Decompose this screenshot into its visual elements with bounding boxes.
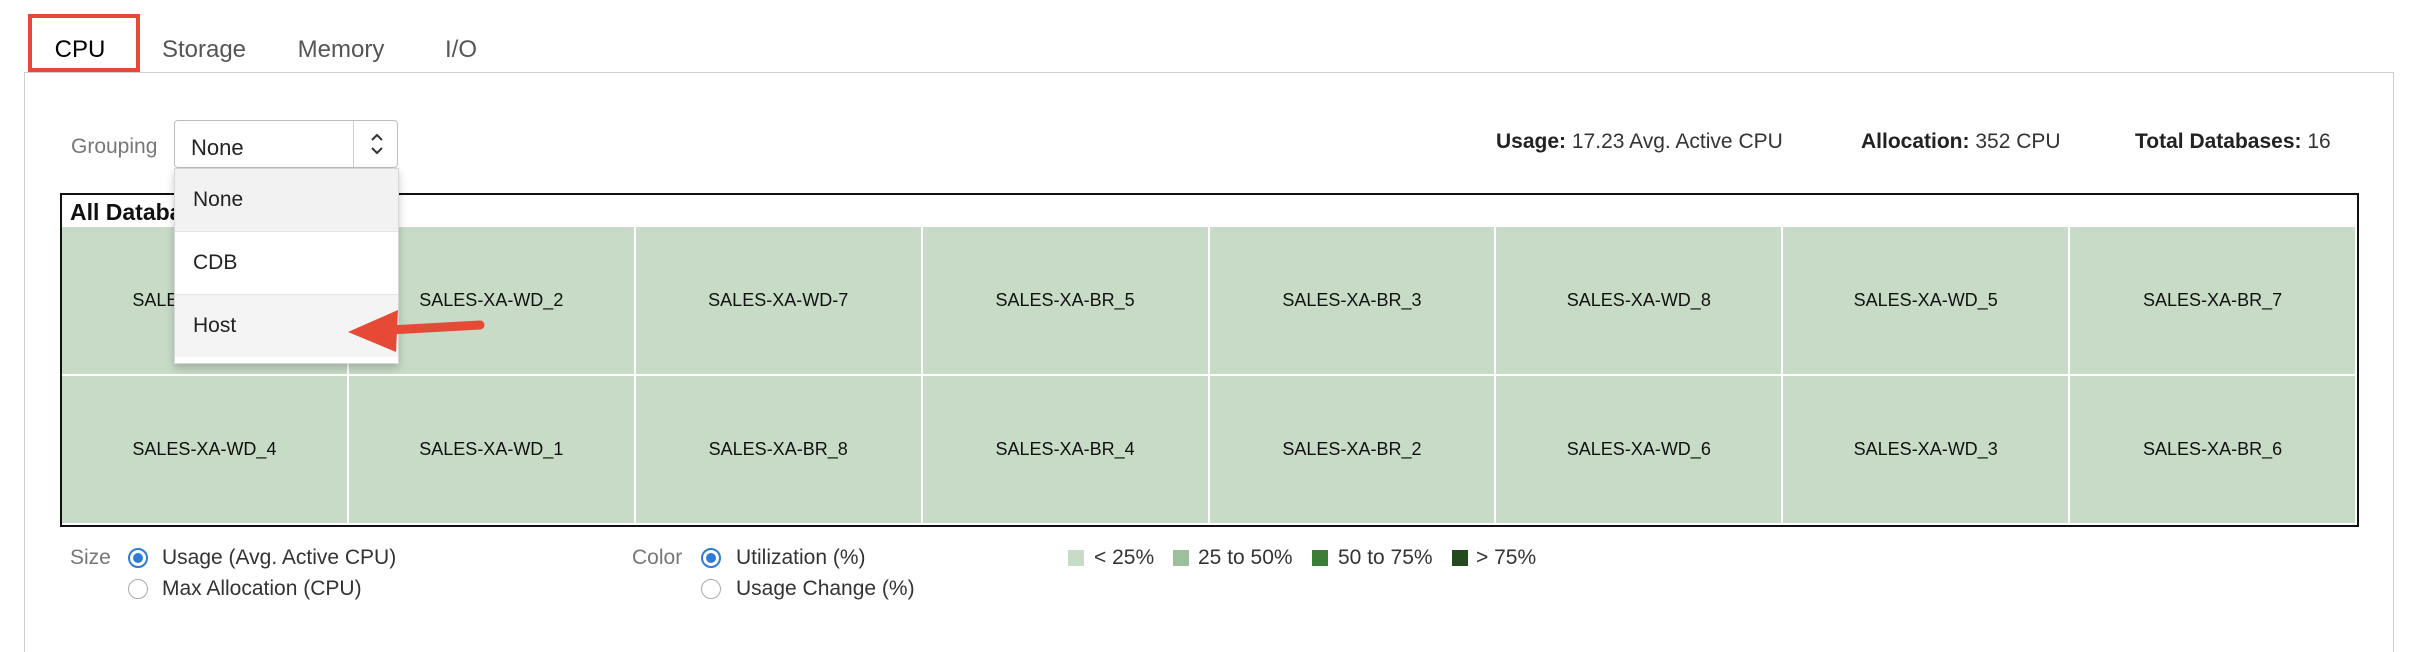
- grouping-label: Grouping: [71, 135, 158, 158]
- tab-storage[interactable]: Storage: [161, 36, 247, 63]
- tab-cpu[interactable]: CPU: [54, 36, 106, 63]
- database-treemap: All Databa SALES-XA-WD_9SALES-XA-WD_2SAL…: [60, 193, 2359, 527]
- allocation-stat: Allocation: 352 CPU: [1861, 130, 2061, 154]
- total-databases-label: Total Databases:: [2135, 130, 2302, 153]
- total-databases-value: 16: [2307, 130, 2331, 153]
- tab-content-panel: [24, 72, 2394, 652]
- usage-label: Usage:: [1496, 130, 1567, 153]
- grouping-option-none[interactable]: None: [175, 169, 398, 232]
- tab-memory[interactable]: Memory: [297, 36, 385, 63]
- legend-swatch-25to50: [1173, 550, 1189, 566]
- treemap-cell[interactable]: SALES-XA-BR_8: [635, 376, 923, 525]
- grouping-select[interactable]: None: [174, 120, 398, 168]
- grouping-option-host[interactable]: Host: [175, 295, 398, 357]
- grouping-selected-value: None: [191, 135, 244, 160]
- allocation-label: Allocation:: [1861, 130, 1970, 153]
- size-usage-label[interactable]: Usage (Avg. Active CPU): [162, 546, 397, 569]
- legend-label-gt75: > 75%: [1476, 546, 1537, 569]
- legend-label-25to50: 25 to 50%: [1198, 546, 1293, 569]
- tab-io[interactable]: I/O: [444, 36, 477, 63]
- grouping-dropdown-menu: None CDB Host: [174, 168, 399, 364]
- color-usage-change-label[interactable]: Usage Change (%): [736, 577, 915, 600]
- legend-swatch-gt75: [1452, 550, 1468, 566]
- treemap-cell[interactable]: SALES-XA-WD-7: [635, 227, 923, 376]
- usage-value: 17.23 Avg. Active CPU: [1571, 130, 1783, 153]
- total-databases-stat: Total Databases: 16: [2135, 130, 2331, 154]
- color-label: Color: [632, 546, 683, 569]
- treemap-cell[interactable]: SALES-XA-BR_3: [1209, 227, 1497, 376]
- arrow-annotation-icon: [348, 310, 485, 352]
- treemap-cell[interactable]: SALES-XA-WD_8: [1496, 227, 1784, 376]
- size-max-allocation-label[interactable]: Max Allocation (CPU): [162, 577, 362, 600]
- color-usage-change-radio[interactable]: [701, 579, 721, 599]
- select-divider: [353, 121, 354, 167]
- treemap-cell[interactable]: SALES-XA-WD_1: [348, 376, 636, 525]
- treemap-cell[interactable]: SALES-XA-WD_5: [1783, 227, 2071, 376]
- up-down-chevron-icon[interactable]: [357, 121, 397, 167]
- size-usage-radio[interactable]: [128, 548, 148, 568]
- legend-swatch-50to75: [1312, 550, 1328, 566]
- legend-label-lt25: < 25%: [1094, 546, 1155, 569]
- size-max-allocation-radio[interactable]: [128, 579, 148, 599]
- treemap-cell[interactable]: SALES-XA-WD_6: [1496, 376, 1784, 525]
- allocation-value: 352 CPU: [1975, 130, 2061, 153]
- grouping-option-cdb[interactable]: CDB: [175, 232, 398, 295]
- treemap-cell[interactable]: SALES-XA-BR_2: [1209, 376, 1497, 525]
- treemap-cell[interactable]: SALES-XA-WD_3: [1783, 376, 2071, 525]
- treemap-title: All Databa: [70, 199, 183, 225]
- color-utilization-radio[interactable]: [701, 548, 721, 568]
- color-utilization-label[interactable]: Utilization (%): [736, 546, 866, 569]
- legend-swatch-lt25: [1068, 550, 1084, 566]
- size-label: Size: [70, 546, 111, 569]
- treemap-cell[interactable]: SALES-XA-WD_4: [62, 376, 349, 525]
- treemap-grid: SALES-XA-WD_9SALES-XA-WD_2SALES-XA-WD-7S…: [62, 227, 2357, 525]
- treemap-cell[interactable]: SALES-XA-BR_4: [922, 376, 1210, 525]
- legend-label-50to75: 50 to 75%: [1338, 546, 1433, 569]
- treemap-cell[interactable]: SALES-XA-BR_5: [922, 227, 1210, 376]
- treemap-cell[interactable]: SALES-XA-BR_7: [2070, 227, 2357, 376]
- usage-stat: Usage: 17.23 Avg. Active CPU: [1496, 130, 1783, 154]
- treemap-cell[interactable]: SALES-XA-BR_6: [2070, 376, 2357, 525]
